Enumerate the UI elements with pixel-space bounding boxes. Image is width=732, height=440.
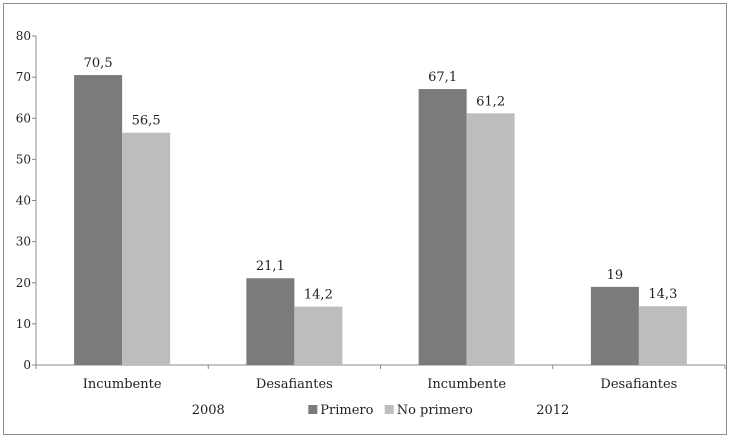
data-label: 56,5 xyxy=(132,114,161,129)
legend-swatch xyxy=(308,405,318,414)
bar-primero xyxy=(246,278,295,365)
y-tick-label: 0 xyxy=(23,358,31,372)
bar-no-primero xyxy=(466,113,515,365)
legend: Primero No primero xyxy=(308,403,473,418)
y-tick-label: 10 xyxy=(16,317,31,331)
category-label: Desafiantes xyxy=(600,377,677,392)
data-label: 19 xyxy=(607,268,624,283)
y-tick-label: 20 xyxy=(16,276,31,290)
data-label: 21,1 xyxy=(256,259,285,274)
group-labels: 2008 2012 xyxy=(192,403,570,418)
y-tick-label: 30 xyxy=(16,235,31,249)
legend-label: No primero xyxy=(397,403,473,418)
data-label: 61,2 xyxy=(476,94,505,109)
data-label: 70,5 xyxy=(84,56,113,71)
data-label: 14,3 xyxy=(648,287,677,302)
category-labels: Incumbente Desafiantes Incumbente Desafiant… xyxy=(35,365,726,392)
data-labels: 70,5 56,5 21,1 14,2 67,1 61,2 19 14,3 xyxy=(84,56,678,303)
group-label: 2012 xyxy=(536,403,569,418)
y-tick-label: 80 xyxy=(16,29,31,43)
legend-label: Primero xyxy=(320,403,373,418)
bar-no-primero xyxy=(638,306,687,365)
y-tick-label: 50 xyxy=(16,152,31,166)
y-tick-label: 60 xyxy=(16,111,31,125)
category-label: Incumbente xyxy=(83,377,162,392)
bar-primero xyxy=(418,89,467,366)
bar-no-primero xyxy=(122,132,171,365)
bar-no-primero xyxy=(294,306,343,365)
bar-primero xyxy=(74,75,123,365)
data-label: 14,2 xyxy=(304,288,333,303)
y-tick-label: 70 xyxy=(16,70,31,84)
category-label: Incumbente xyxy=(427,377,506,392)
group-label: 2008 xyxy=(192,403,225,418)
y-axis-ticks: 0 10 20 30 40 50 60 70 80 xyxy=(16,29,36,372)
y-tick-label: 40 xyxy=(16,194,31,208)
category-label: Desafiantes xyxy=(256,377,333,392)
bars xyxy=(74,75,687,366)
data-label: 67,1 xyxy=(428,70,457,85)
bar-primero xyxy=(590,286,639,365)
legend-swatch xyxy=(384,405,394,414)
